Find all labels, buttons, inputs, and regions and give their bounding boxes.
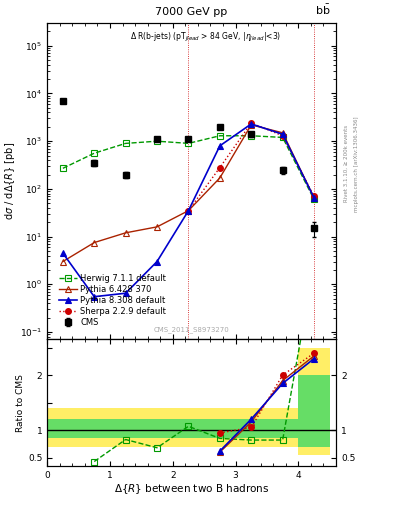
Herwig 7.1.1 default <box>280 134 285 140</box>
Pythia 8.308 default <box>61 250 65 256</box>
Pythia 6.428 370 <box>280 130 285 136</box>
Text: CMS_2011_S8973270: CMS_2011_S8973270 <box>154 326 230 333</box>
Herwig 7.1.1 default <box>61 165 65 172</box>
Pythia 8.308 default <box>280 131 285 137</box>
Pythia 8.308 default <box>312 195 316 201</box>
Sherpa 2.2.9 default <box>186 207 191 214</box>
Text: 7000 GeV pp: 7000 GeV pp <box>156 7 228 17</box>
Pythia 6.428 370 <box>186 207 191 214</box>
Y-axis label: Ratio to CMS: Ratio to CMS <box>16 374 25 432</box>
Pythia 6.428 370 <box>92 240 97 246</box>
Line: Sherpa 2.2.9 default: Sherpa 2.2.9 default <box>185 120 317 214</box>
Herwig 7.1.1 default <box>217 133 222 139</box>
Herwig 7.1.1 default <box>312 197 316 203</box>
Pythia 6.428 370 <box>249 122 253 128</box>
Pythia 8.308 default <box>186 207 191 214</box>
Line: Pythia 8.308 default: Pythia 8.308 default <box>60 121 317 300</box>
Herwig 7.1.1 default <box>155 138 160 144</box>
Pythia 8.308 default <box>155 259 160 265</box>
Herwig 7.1.1 default <box>92 150 97 156</box>
Line: Pythia 6.428 370: Pythia 6.428 370 <box>60 122 317 265</box>
Pythia 6.428 370 <box>123 230 128 236</box>
Sherpa 2.2.9 default <box>280 133 285 139</box>
Herwig 7.1.1 default <box>186 140 191 146</box>
Legend: Herwig 7.1.1 default, Pythia 6.428 370, Pythia 8.308 default, Sherpa 2.2.9 defau: Herwig 7.1.1 default, Pythia 6.428 370, … <box>57 272 168 329</box>
Text: $\Delta$ R(b-jets) (pT$_{Jlead}$ > 84 GeV, |$\eta_{Jlead}$|<3): $\Delta$ R(b-jets) (pT$_{Jlead}$ > 84 Ge… <box>130 31 282 44</box>
X-axis label: $\Delta\{R\}$ between two B hadrons: $\Delta\{R\}$ between two B hadrons <box>114 482 269 496</box>
Pythia 6.428 370 <box>312 195 316 201</box>
Sherpa 2.2.9 default <box>217 164 222 170</box>
Y-axis label: d$\sigma$ / d$\Delta\{R\}$ [pb]: d$\sigma$ / d$\Delta\{R\}$ [pb] <box>3 142 17 220</box>
Pythia 8.308 default <box>92 293 97 300</box>
Pythia 6.428 370 <box>155 224 160 230</box>
Pythia 6.428 370 <box>61 259 65 265</box>
Sherpa 2.2.9 default <box>249 120 253 126</box>
Text: Rivet 3.1.10, ≥ 200k events: Rivet 3.1.10, ≥ 200k events <box>344 125 349 202</box>
Sherpa 2.2.9 default <box>312 193 316 199</box>
Text: b$\bar{\mathrm{b}}$: b$\bar{\mathrm{b}}$ <box>315 3 330 17</box>
Pythia 8.308 default <box>123 290 128 296</box>
Text: mcplots.cern.ch [arXiv:1306.3436]: mcplots.cern.ch [arXiv:1306.3436] <box>354 116 359 211</box>
Pythia 8.308 default <box>249 121 253 127</box>
Line: Herwig 7.1.1 default: Herwig 7.1.1 default <box>60 133 317 203</box>
Herwig 7.1.1 default <box>249 133 253 139</box>
Pythia 6.428 370 <box>217 175 222 181</box>
Pythia 8.308 default <box>217 143 222 149</box>
Herwig 7.1.1 default <box>123 140 128 146</box>
